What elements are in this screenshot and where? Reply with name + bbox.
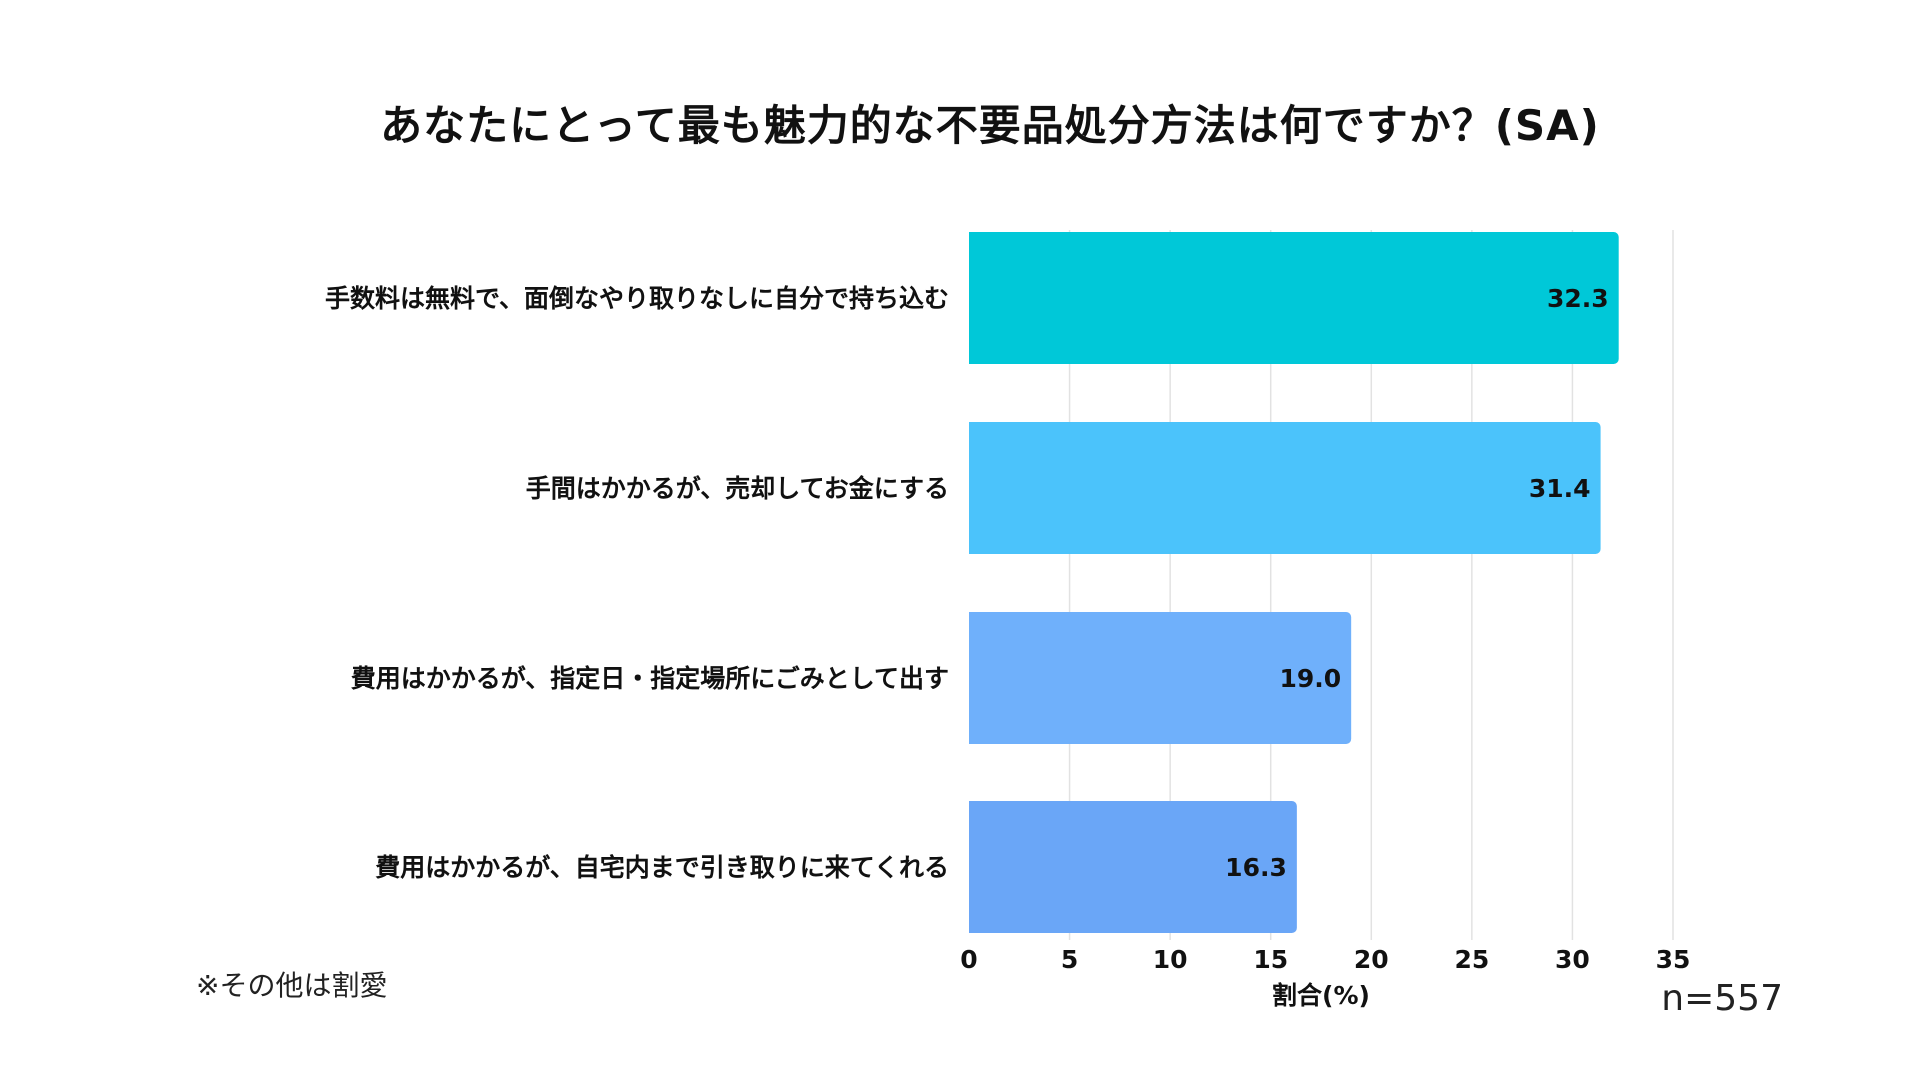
x-tick-label-5: 5 [1061, 945, 1078, 974]
x-tick-label-35: 35 [1656, 945, 1691, 974]
x-tick-label-15: 15 [1253, 945, 1288, 974]
chart-title: あなたにとって最も魅力的な不要品処分方法は何ですか？(SA) [380, 101, 1600, 150]
bars: 32.3 31.4 19.0 16.3 [969, 232, 1619, 933]
bar-1-edge [969, 232, 977, 364]
category-label-1: 手数料は無料で、面倒なやり取りなしに自分で持ち込む [325, 284, 949, 313]
bar-4 [969, 801, 1297, 933]
x-tick-label-25: 25 [1454, 945, 1489, 974]
bar-2-edge [969, 422, 977, 554]
category-label-4: 費用はかかるが、自宅内まで引き取りに来てくれる [374, 853, 949, 882]
category-label-2: 手間はかかるが、売却してお金にする [526, 474, 949, 503]
sample-size-label: n=557 [1661, 978, 1783, 1019]
value-label-2: 31.4 [1529, 474, 1591, 503]
bar-1 [969, 232, 1619, 364]
bar-3-edge [969, 612, 977, 744]
category-labels: 手数料は無料で、面倒なやり取りなしに自分で持ち込む手間はかかるが、売却してお金に… [325, 284, 949, 882]
bar-2 [969, 422, 1601, 554]
value-label-3: 19.0 [1279, 664, 1341, 693]
footnote: ※その他は割愛 [196, 969, 388, 1002]
x-tick-label-0: 0 [960, 945, 977, 974]
x-tick-label-20: 20 [1354, 945, 1389, 974]
bar-4-edge [969, 801, 977, 933]
x-axis-title: 割合(%) [1272, 981, 1370, 1010]
value-label-1: 32.3 [1547, 284, 1609, 313]
x-tick-label-10: 10 [1153, 945, 1188, 974]
category-label-3: 費用はかかるが、指定日・指定場所にごみとして出す [350, 664, 949, 693]
x-axis-ticks: 0 5 10 15 20 25 30 35 [960, 945, 1690, 974]
value-label-4: 16.3 [1225, 853, 1287, 882]
bar-3 [969, 612, 1352, 744]
x-tick-label-30: 30 [1555, 945, 1590, 974]
